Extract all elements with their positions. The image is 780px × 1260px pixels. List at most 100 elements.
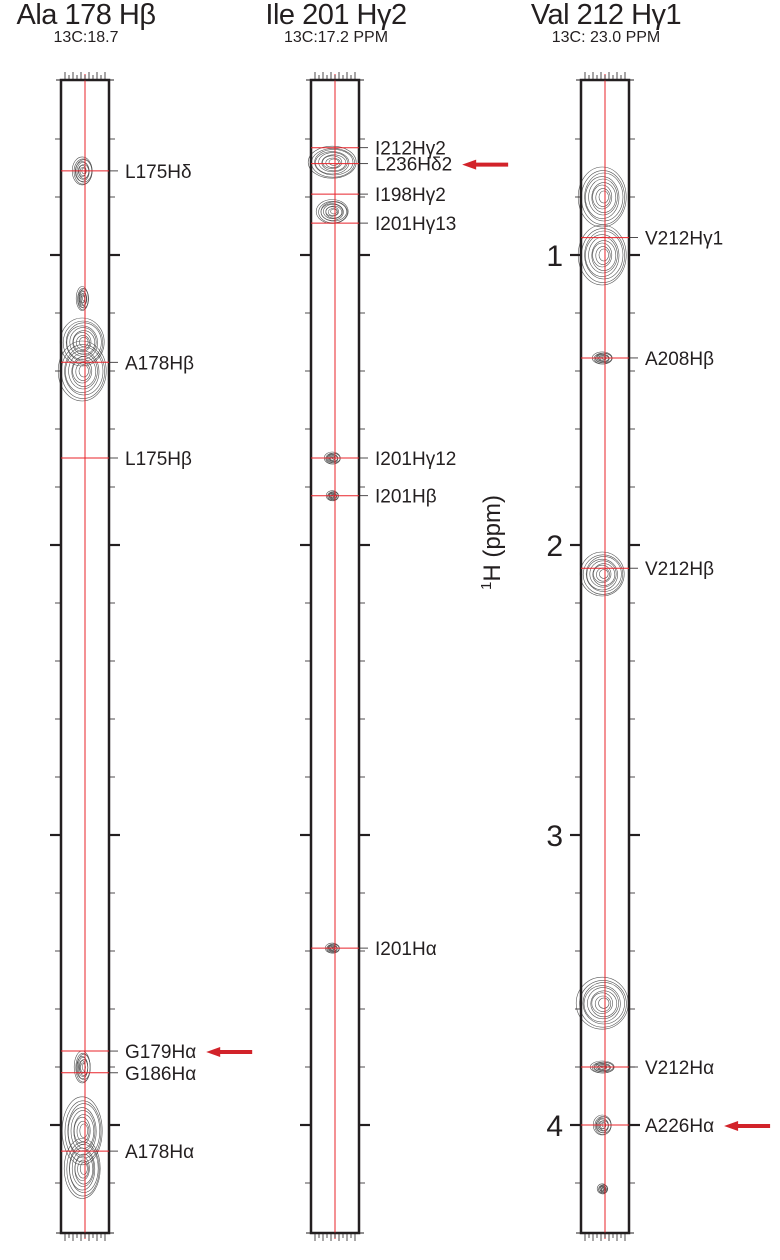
contour-region bbox=[598, 1120, 609, 1131]
contour-region bbox=[307, 145, 357, 179]
contour-region bbox=[584, 230, 624, 280]
contour-region bbox=[592, 563, 616, 586]
contour-region bbox=[79, 1123, 89, 1138]
strip-1-title: Ala 178 Hβ bbox=[16, 0, 156, 31]
contour-region bbox=[330, 208, 338, 215]
contour-region bbox=[585, 176, 620, 219]
contour-region bbox=[70, 1110, 96, 1152]
contour-region bbox=[591, 182, 617, 213]
contour-region bbox=[321, 154, 347, 172]
contour-region bbox=[72, 358, 93, 384]
strip-1-subtitle: 13C:18.7 bbox=[53, 29, 119, 46]
contour-region bbox=[77, 1053, 91, 1081]
contour-region bbox=[78, 288, 89, 309]
peak-label: L175Hβ bbox=[125, 449, 192, 470]
contour-region bbox=[584, 172, 624, 222]
y-tick-label: 3 bbox=[546, 820, 563, 853]
contour-region bbox=[77, 1159, 89, 1179]
contour-region bbox=[79, 1162, 88, 1175]
peak-label: I212Hγ2 bbox=[375, 139, 446, 160]
contour-region bbox=[598, 248, 609, 262]
peak-label: L175Hδ bbox=[125, 162, 192, 183]
contour-region bbox=[325, 206, 339, 217]
peak-label: A226Hα bbox=[645, 1116, 714, 1137]
contour-region bbox=[596, 567, 610, 582]
contour-region bbox=[582, 982, 625, 1025]
peak-label: A178Hβ bbox=[125, 353, 194, 374]
contour-region bbox=[69, 327, 97, 357]
contour-region bbox=[320, 203, 344, 221]
y-tick-label: 4 bbox=[546, 1110, 563, 1143]
contour-region bbox=[68, 352, 98, 390]
contour-region bbox=[583, 985, 621, 1023]
contour-region bbox=[590, 990, 618, 1018]
peak-label: I198Hγ2 bbox=[375, 185, 446, 206]
contour-region bbox=[588, 236, 618, 274]
arrow-head-icon bbox=[206, 1047, 221, 1058]
contour-region bbox=[595, 246, 611, 265]
contour-region bbox=[589, 560, 617, 588]
peak-label: G179Hα bbox=[125, 1042, 196, 1063]
contour-region bbox=[579, 980, 627, 1028]
contour-region bbox=[327, 208, 339, 216]
peak-label: A208Hβ bbox=[645, 349, 714, 370]
contour-region bbox=[64, 346, 104, 396]
contour-region bbox=[592, 184, 613, 210]
strip-2-subtitle: 13C:17.2 PPM bbox=[283, 29, 389, 46]
strip-3: V212Hγ1 A208Hβ V212Hβ V212Hα A226Hα bbox=[570, 72, 771, 1241]
contour-region bbox=[586, 558, 618, 591]
peak-label: I201Hγ12 bbox=[375, 449, 456, 470]
contour-region bbox=[80, 292, 88, 306]
contour-region bbox=[315, 151, 350, 175]
peak-label: V212Hβ bbox=[645, 559, 714, 580]
contour-region bbox=[594, 995, 612, 1012]
peak-label: I201Hα bbox=[375, 939, 437, 960]
contour-region bbox=[62, 320, 104, 365]
contour-region bbox=[71, 1150, 95, 1187]
contour-region bbox=[323, 204, 343, 220]
contour-region bbox=[585, 234, 620, 277]
arrow-head-icon bbox=[724, 1121, 739, 1131]
contour-region bbox=[78, 164, 90, 179]
contour-region bbox=[592, 242, 613, 268]
contour-region bbox=[582, 554, 624, 595]
peak-label: A178Hα bbox=[125, 1142, 194, 1163]
contour-region bbox=[588, 178, 618, 216]
peak-label: I201Hγ13 bbox=[375, 214, 456, 235]
contour-region bbox=[65, 350, 100, 393]
contour-region bbox=[65, 322, 102, 362]
contour-region bbox=[71, 356, 97, 387]
contour-region bbox=[598, 190, 609, 204]
contour-region bbox=[63, 1138, 101, 1199]
contour-region bbox=[76, 1120, 90, 1142]
contour-region bbox=[74, 1156, 90, 1181]
contour-region bbox=[593, 564, 612, 584]
contour-region bbox=[73, 332, 92, 352]
peak-label: V212Hα bbox=[645, 1058, 714, 1079]
contour-region bbox=[595, 188, 611, 207]
contour-region bbox=[69, 1147, 96, 1191]
contour-region bbox=[598, 997, 610, 1009]
y-tick-label: 1 bbox=[546, 240, 563, 273]
contour-region bbox=[318, 152, 348, 173]
contour-region bbox=[67, 1103, 101, 1159]
contour-region bbox=[328, 158, 339, 166]
contour-region bbox=[79, 336, 89, 348]
contour-region bbox=[322, 155, 343, 169]
contour-region bbox=[78, 364, 89, 378]
y-tick-label: 2 bbox=[546, 530, 563, 563]
peak-label: V212Hγ1 bbox=[645, 229, 723, 250]
peak-label: I201Hβ bbox=[375, 487, 437, 508]
contour-region bbox=[587, 987, 619, 1020]
contour-region bbox=[67, 1107, 97, 1156]
contour-region bbox=[591, 240, 617, 271]
contour-region bbox=[591, 992, 613, 1014]
peak-label: L236Hδ2 bbox=[375, 155, 452, 176]
contour-region bbox=[599, 569, 609, 579]
contour-region bbox=[585, 556, 622, 592]
arrow-head-icon bbox=[462, 159, 477, 170]
contour-region bbox=[72, 330, 96, 355]
